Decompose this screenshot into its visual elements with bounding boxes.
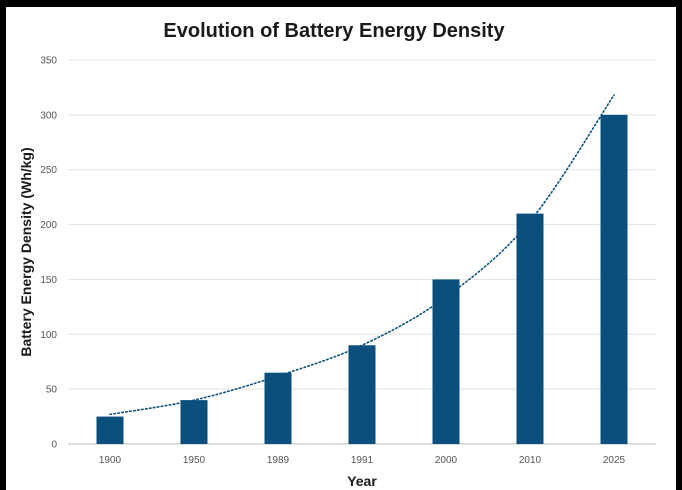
y-tick-label: 300 (40, 110, 57, 121)
bar-2025 (600, 114, 628, 444)
x-tick-label: 2000 (435, 455, 458, 466)
y-axis-title: Battery Energy Density (Wh/kg) (18, 147, 34, 356)
y-tick-label: 100 (40, 330, 57, 341)
bars (96, 114, 628, 444)
bar-1989 (264, 372, 292, 444)
chart-panel (6, 7, 676, 490)
bar-2010 (516, 213, 544, 444)
x-tick-label: 1991 (351, 455, 374, 466)
x-tick-label: 2010 (519, 455, 542, 466)
bar-1950 (180, 400, 208, 444)
bar-2000 (432, 279, 460, 444)
x-axis-title: Year (347, 473, 377, 489)
chart-title: Evolution of Battery Energy Density (163, 20, 505, 42)
x-tick-label: 1900 (99, 455, 122, 466)
y-tick-label: 150 (40, 275, 57, 286)
x-tick-label: 1950 (183, 455, 206, 466)
y-tick-label: 350 (40, 56, 57, 67)
y-axis-ticks: 0 50 100 150 200 250 300 350 (40, 56, 57, 451)
bar-1991 (348, 345, 376, 444)
y-tick-label: 0 (51, 440, 57, 451)
bar-1900 (96, 416, 124, 444)
x-tick-label: 1989 (267, 455, 290, 466)
x-axis-ticks: 1900 1950 1989 1991 2000 2010 2025 (99, 455, 626, 466)
trendline-path (109, 94, 615, 416)
x-tick-label: 2025 (603, 455, 626, 466)
gridlines (68, 59, 656, 445)
y-tick-label: 200 (40, 220, 57, 231)
y-tick-label: 50 (46, 385, 58, 396)
trendline (109, 94, 615, 416)
y-tick-label: 250 (40, 165, 57, 176)
